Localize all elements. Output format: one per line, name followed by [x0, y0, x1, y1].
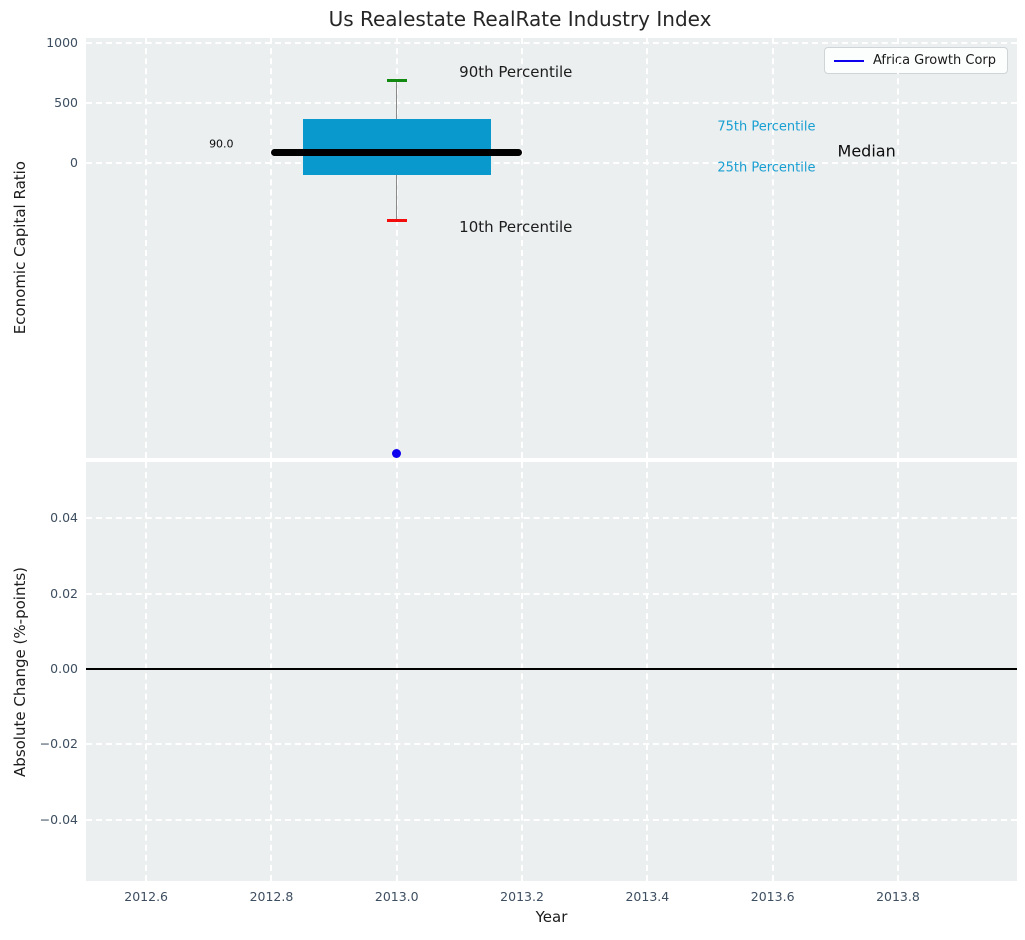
y-tick-label-500: 500 — [54, 95, 78, 111]
x-tick-label-2013.0: 2013.0 — [374, 889, 419, 904]
x-tick-label-2012.8: 2012.8 — [249, 889, 294, 904]
y-tick-label-1000: 1000 — [46, 35, 78, 51]
gridline-x-2012.8 — [270, 38, 273, 458]
x-tick-label-2013.8: 2013.8 — [876, 889, 920, 904]
x-tick-label-2013.4: 2013.4 — [625, 889, 670, 904]
gridline-x-2013.4 — [646, 462, 649, 881]
y-tick-label-0.00: 0.00 — [50, 661, 78, 677]
gridline-x-2013.2 — [521, 38, 524, 458]
median-line — [271, 148, 523, 156]
annotation-p75-label: 75th Percentile — [717, 119, 816, 135]
gridline-x-2012.6 — [145, 462, 148, 881]
gridline-x-2013.8 — [896, 38, 899, 458]
gridline-x-2013.0 — [395, 38, 398, 458]
annotation-p90-label: 90th Percentile — [459, 62, 573, 81]
gridline-x-2013.6 — [771, 38, 774, 458]
y-tick-label-0: 0 — [70, 155, 78, 171]
gridline-y-1000 — [86, 42, 1017, 45]
x-tick-label-2012.6: 2012.6 — [124, 889, 169, 904]
legend-line-icon — [833, 59, 864, 62]
zero-reference-line — [86, 668, 1017, 671]
top-plot-area: Africa Growth Corp 90th Percentile 10th P… — [86, 38, 1017, 458]
annotation-p10-label: 10th Percentile — [459, 218, 573, 236]
bottom-plot-area — [86, 462, 1017, 881]
gridline-x-2012.8 — [270, 462, 273, 881]
iqr-box — [302, 118, 491, 176]
gridline-x-2013.2 — [521, 462, 524, 881]
gridline-x-2013.0 — [395, 462, 398, 881]
chart-title: Us Realestate RealRate Industry Index — [328, 7, 712, 31]
gridline-y-0.02 — [86, 592, 1017, 595]
gridline-y-0 — [86, 162, 1017, 165]
p10-whisker-cap — [386, 218, 407, 222]
y-tick-label-−0.02: −0.02 — [39, 736, 78, 752]
annotation-p25-label: 25th Percentile — [717, 160, 816, 176]
legend-label: Africa Growth Corp — [872, 53, 996, 68]
company-data-point — [392, 448, 402, 458]
x-axis-label: Year — [535, 908, 568, 926]
x-tick-label-2013.2: 2013.2 — [500, 889, 544, 904]
x-tick-label-2013.6: 2013.6 — [750, 889, 795, 904]
legend: Africa Growth Corp — [823, 47, 1008, 74]
y-axis-label-top-text: Economic Capital Ratio — [11, 161, 29, 335]
gridline-x-2013.4 — [646, 38, 649, 458]
annotation-median-label: Median — [837, 141, 896, 161]
gridline-y-−0.04 — [86, 818, 1017, 821]
gridline-x-2013.6 — [771, 462, 774, 881]
y-tick-label-−0.04: −0.04 — [39, 811, 78, 827]
y-tick-label-0.04: 0.04 — [50, 510, 78, 526]
gridline-y-500 — [86, 102, 1017, 105]
annotation-median-value: 90.0 — [209, 137, 234, 151]
gridline-y-−0.02 — [86, 743, 1017, 746]
y-tick-label-0.02: 0.02 — [50, 585, 78, 601]
p90-whisker-cap — [386, 79, 407, 83]
gridline-x-2012.6 — [145, 38, 148, 458]
gridline-x-2013.8 — [896, 462, 899, 881]
gridline-y-0.04 — [86, 517, 1017, 520]
